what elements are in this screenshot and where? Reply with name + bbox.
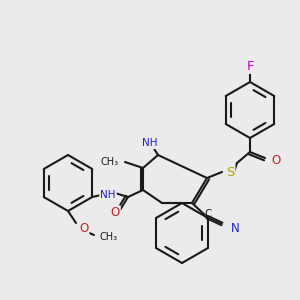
Text: O: O [271, 154, 280, 166]
Text: S: S [226, 166, 234, 178]
Text: O: O [110, 206, 120, 220]
Text: C: C [204, 209, 212, 219]
Text: CH₃: CH₃ [101, 157, 119, 167]
Text: F: F [246, 59, 254, 73]
Text: NH: NH [100, 190, 116, 200]
Text: CH₃: CH₃ [100, 232, 118, 242]
Text: N: N [231, 221, 240, 235]
Text: NH: NH [142, 138, 158, 148]
Text: O: O [79, 221, 88, 235]
